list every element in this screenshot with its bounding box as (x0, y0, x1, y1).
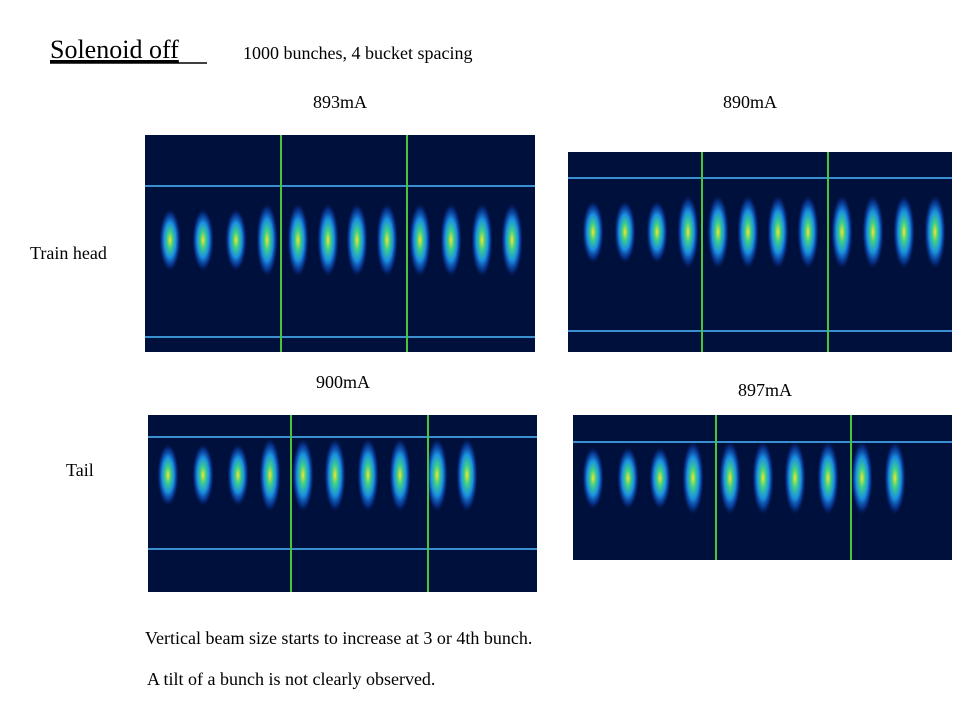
bunch (617, 446, 639, 510)
bunch (426, 437, 448, 513)
bunch (292, 437, 314, 513)
bunch (440, 202, 462, 278)
image-label: 897mA (738, 380, 792, 400)
bunch (677, 194, 699, 270)
bunch (409, 202, 431, 278)
bunch (225, 208, 247, 272)
image-label: 890mA (723, 92, 777, 112)
title: Solenoid off (50, 35, 179, 64)
bunch (719, 440, 741, 516)
bunch (707, 194, 729, 270)
image-label: 893mA (313, 92, 367, 112)
bunch (501, 202, 523, 278)
bunch (752, 440, 774, 516)
note: A tilt of a bunch is not clearly observe… (147, 669, 435, 689)
bunch (682, 440, 704, 516)
row-label: Train head (30, 243, 107, 263)
bunch (192, 443, 214, 507)
bunch (159, 208, 181, 272)
bunch (287, 202, 309, 278)
bunch (884, 440, 906, 516)
row-label: Tail (66, 460, 94, 480)
bunch (324, 437, 346, 513)
bunch (376, 202, 398, 278)
bunch (582, 446, 604, 510)
bunch (797, 194, 819, 270)
bunch (157, 443, 179, 507)
bunch (346, 202, 368, 278)
bunch (389, 437, 411, 513)
beam-images (145, 135, 952, 592)
subtitle: 1000 bunches, 4 bucket spacing (243, 43, 472, 63)
bunch (227, 443, 249, 507)
bunch (614, 200, 636, 264)
bunch (924, 194, 946, 270)
bunch (737, 194, 759, 270)
bunch (767, 194, 789, 270)
bunch (649, 446, 671, 510)
image-label: 900mA (316, 372, 370, 392)
bunch (192, 208, 214, 272)
bunch (817, 440, 839, 516)
bunch (317, 202, 339, 278)
bunch (893, 194, 915, 270)
bunch (471, 202, 493, 278)
bunch (784, 440, 806, 516)
bunch (862, 194, 884, 270)
bunch (456, 437, 478, 513)
bunch (831, 194, 853, 270)
bunch (582, 200, 604, 264)
bunch (256, 202, 278, 278)
bunch (851, 440, 873, 516)
bunch (357, 437, 379, 513)
bunch (646, 200, 668, 264)
bunch (259, 437, 281, 513)
note: Vertical beam size starts to increase at… (145, 628, 532, 648)
